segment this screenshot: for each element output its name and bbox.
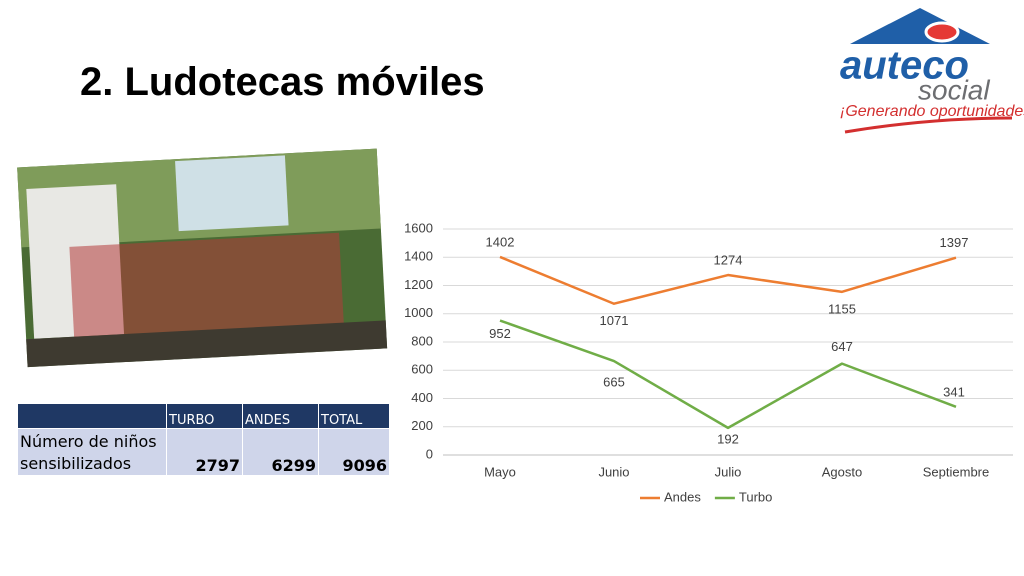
- legend-label: Andes: [664, 489, 701, 504]
- logo-sub: social: [918, 74, 990, 105]
- table-header-cell: ANDES: [242, 403, 319, 429]
- table-header: TURBO ANDES TOTAL: [17, 403, 390, 429]
- data-label: 1402: [486, 234, 515, 249]
- x-tick-label: Mayo: [484, 464, 516, 479]
- data-label: 665: [603, 375, 625, 390]
- logo-swoosh: [844, 116, 1013, 134]
- data-label: 1155: [828, 301, 856, 316]
- data-label: 952: [489, 326, 511, 341]
- y-tick-label: 1000: [404, 305, 433, 320]
- data-label: 647: [831, 339, 853, 354]
- y-tick-label: 200: [411, 418, 433, 433]
- legend-label: Turbo: [739, 489, 772, 504]
- y-tick-label: 1200: [404, 277, 433, 292]
- table-row-label: Número de niños sensibilizados: [17, 428, 167, 476]
- summary-table: TURBO ANDES TOTAL Número de niños sensib…: [17, 403, 390, 476]
- photo: [17, 148, 388, 368]
- table-cell: 6299: [242, 428, 319, 476]
- data-label: 192: [717, 431, 739, 446]
- table-header-cell: TURBO: [166, 403, 243, 429]
- table-row: Número de niños sensibilizados 2797 6299…: [17, 428, 390, 476]
- table-corner: [17, 403, 167, 429]
- y-tick-label: 800: [411, 333, 433, 348]
- data-label: 1071: [600, 313, 629, 328]
- logo-roof: [850, 8, 990, 44]
- x-tick-label: Septiembre: [923, 464, 989, 479]
- table-cell: 2797: [166, 428, 243, 476]
- data-label: 341: [943, 384, 965, 399]
- y-tick-label: 0: [426, 446, 433, 461]
- x-tick-label: Agosto: [822, 464, 862, 479]
- y-tick-label: 600: [411, 362, 433, 377]
- logo-tagline: ¡Generando oportunidades!: [840, 103, 1024, 120]
- logo-brand: auteco: [840, 44, 969, 88]
- y-tick-label: 1400: [404, 249, 433, 264]
- table-cell: 9096: [318, 428, 390, 476]
- logo: auteco social ¡Generando oportunidades!: [840, 8, 1024, 134]
- y-tick-label: 1600: [404, 220, 433, 235]
- photo-ground: [26, 320, 388, 368]
- photo-tent: [175, 155, 289, 232]
- slide-title: 2. Ludotecas móviles: [80, 60, 485, 104]
- y-tick-label: 400: [411, 390, 433, 405]
- data-label: 1397: [940, 235, 969, 250]
- line-series: [499, 255, 957, 305]
- data-label: 1274: [714, 252, 743, 267]
- line-series: [499, 319, 957, 430]
- x-tick-label: Junio: [598, 464, 629, 479]
- logo-dot: [924, 21, 960, 43]
- table-header-cell: TOTAL: [318, 403, 390, 429]
- x-tick-label: Julio: [715, 464, 742, 479]
